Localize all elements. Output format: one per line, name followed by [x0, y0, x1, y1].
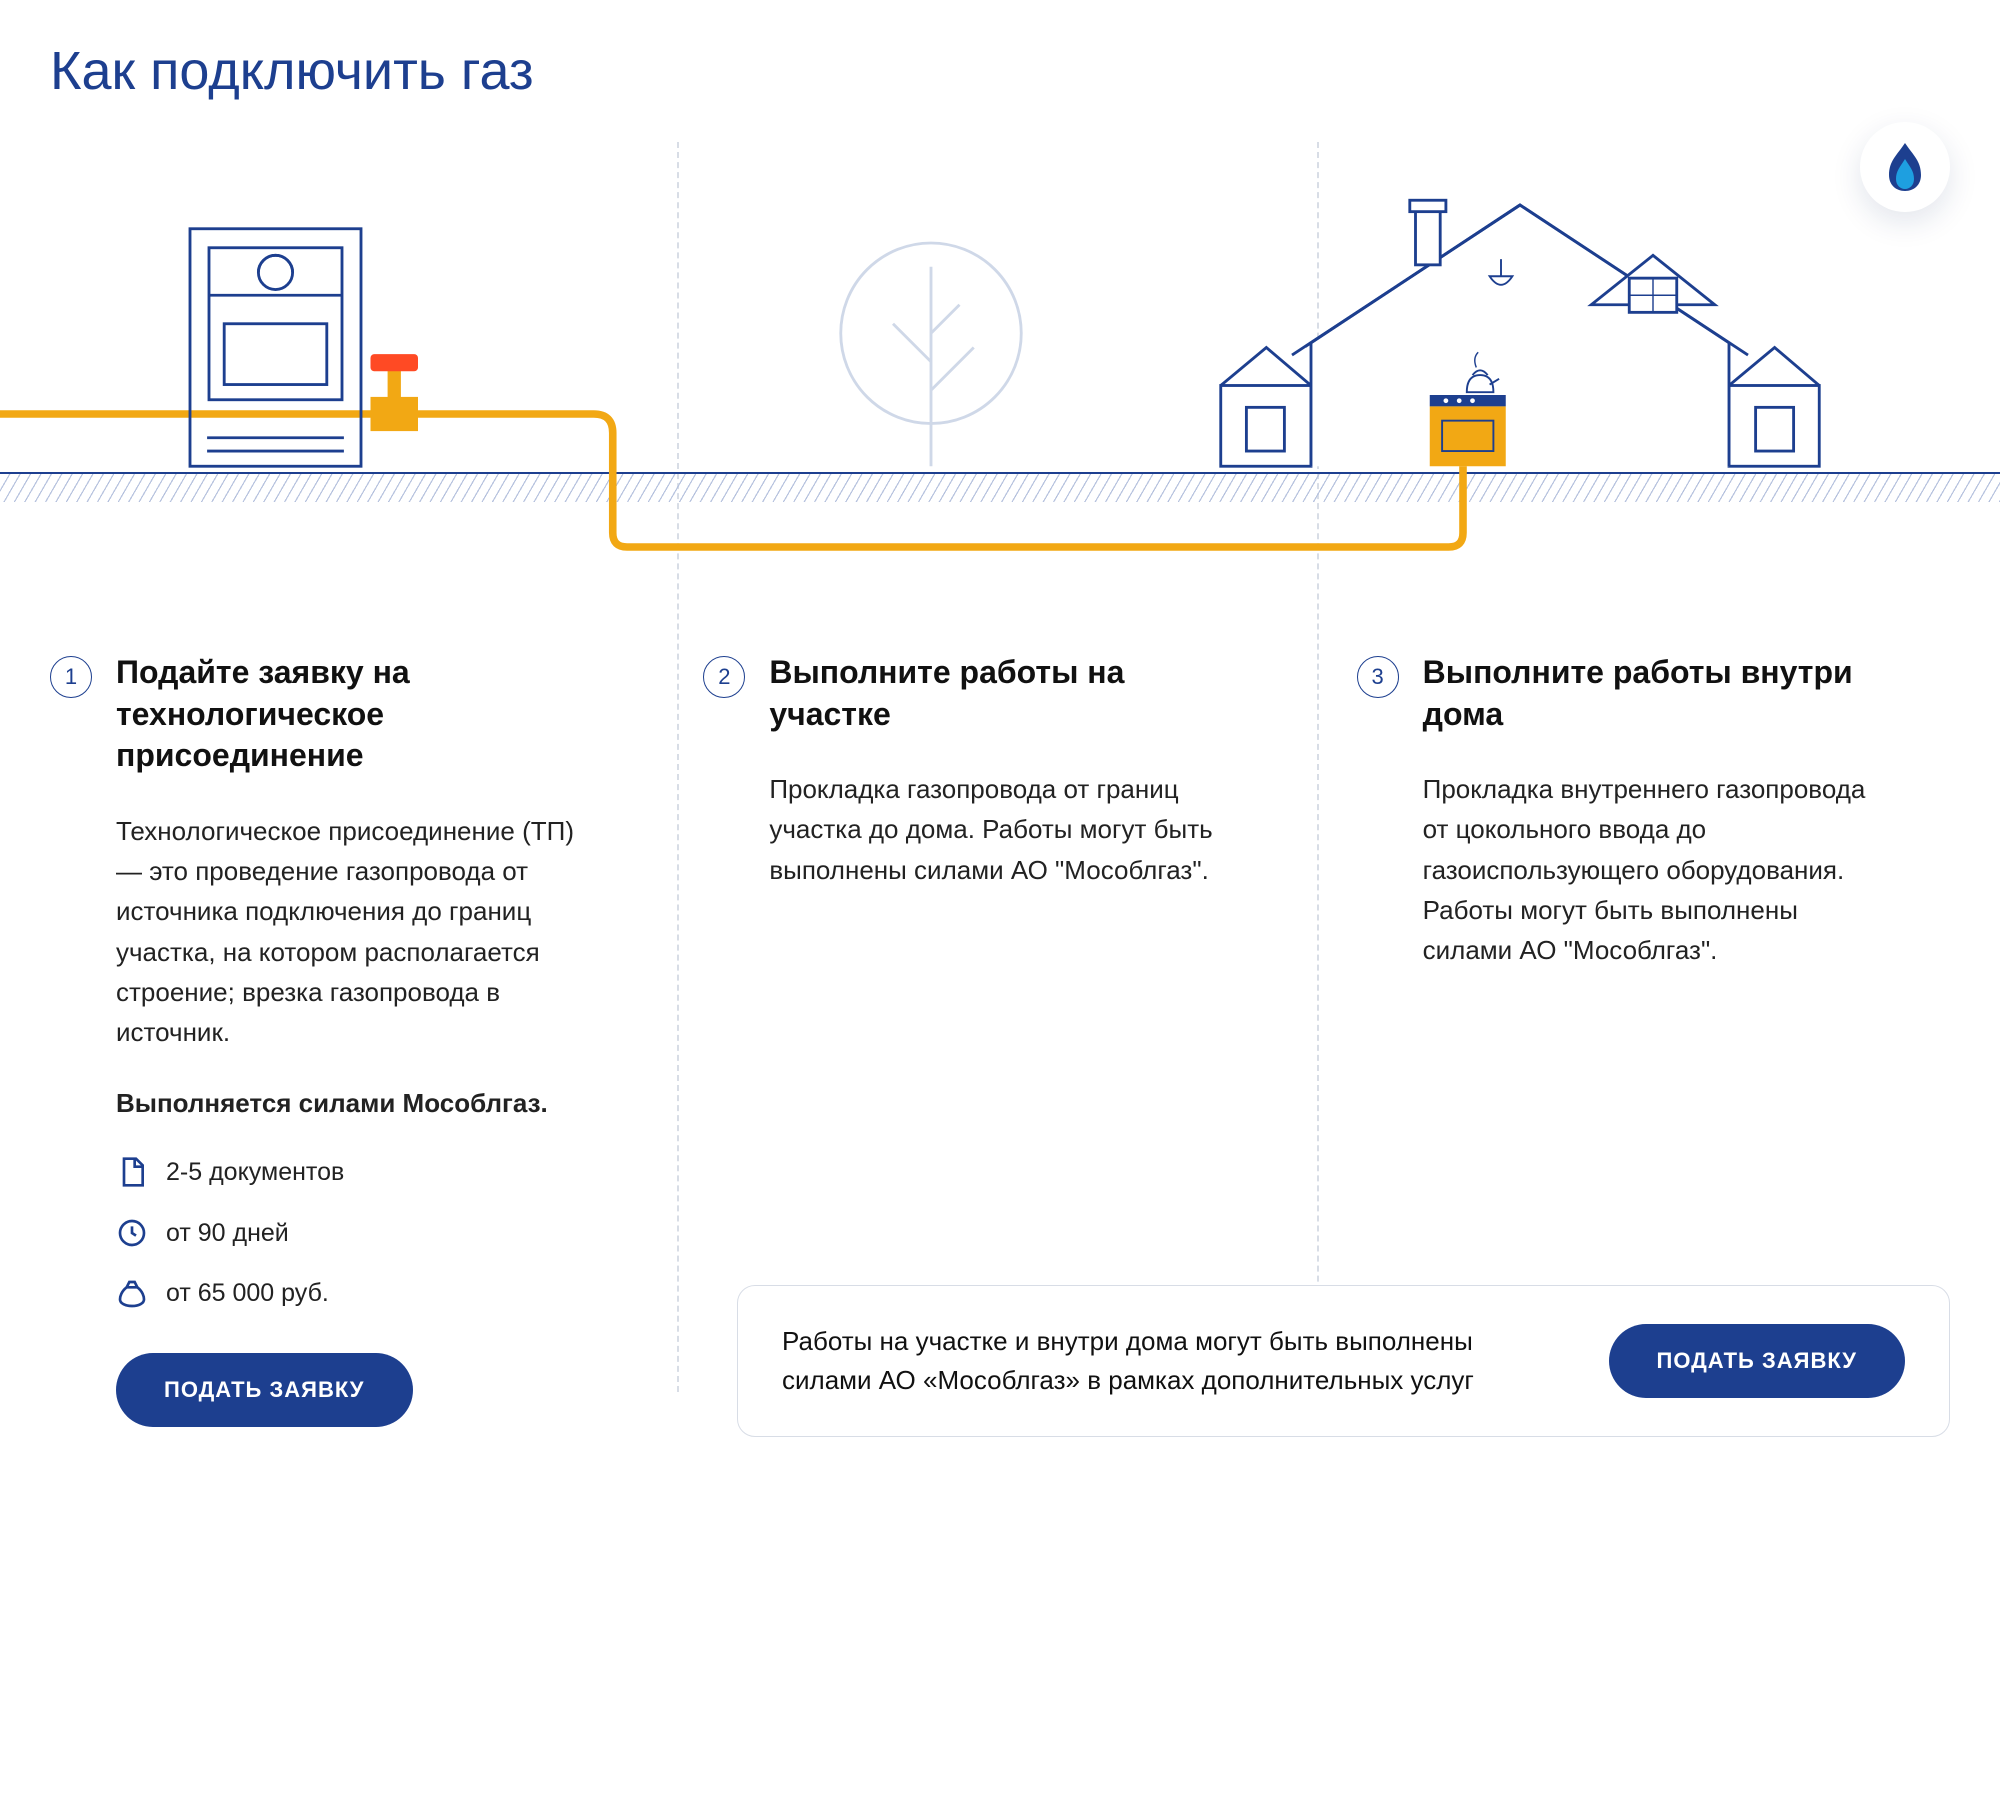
page-title: Как подключить газ	[50, 40, 1950, 102]
flame-fab-button[interactable]	[1860, 122, 1950, 212]
step-3-body: Прокладка внутреннего газопровода от цок…	[1423, 769, 1890, 970]
meta-docs-text: 2-5 документов	[166, 1153, 344, 1192]
house-icon	[1221, 200, 1820, 466]
station-icon	[190, 229, 361, 467]
step-3-number: 3	[1357, 656, 1399, 698]
money-bag-icon	[116, 1278, 148, 1310]
combined-cta-box: Работы на участке и внутри дома могут бы…	[737, 1285, 1950, 1437]
step-3-title: Выполните работы внутри дома	[1423, 652, 1890, 735]
meta-days: от 90 дней	[116, 1214, 583, 1253]
step-1-title: Подайте заявку на технологическое присое…	[116, 652, 583, 777]
tree-icon	[841, 243, 1022, 466]
step-2-title: Выполните работы на участке	[769, 652, 1236, 735]
meta-price: от 65 000 руб.	[116, 1274, 583, 1313]
step-1-submit-button[interactable]: ПОДАТЬ ЗАЯВКУ	[116, 1353, 413, 1427]
step-1-substrong: Выполняется силами Мособлгаз.	[116, 1083, 583, 1123]
meta-docs: 2-5 документов	[116, 1153, 583, 1192]
step-2-number: 2	[703, 656, 745, 698]
flame-icon	[1883, 141, 1927, 193]
meta-price-text: от 65 000 руб.	[166, 1274, 329, 1313]
step-1-body: Технологическое присоединение (ТП) — это…	[116, 811, 583, 1053]
valve-icon	[371, 354, 419, 431]
meta-days-text: от 90 дней	[166, 1214, 289, 1253]
step-1-meta-list: 2-5 документов от 90 дней от 65 000 руб.	[116, 1153, 583, 1313]
step-2-body: Прокладка газопровода от границ участка …	[769, 769, 1236, 890]
clock-icon	[116, 1217, 148, 1249]
combined-cta-text: Работы на участке и внутри дома могут бы…	[782, 1322, 1559, 1400]
diagram-svg	[0, 142, 1900, 572]
combined-submit-button[interactable]: ПОДАТЬ ЗАЯВКУ	[1609, 1324, 1906, 1398]
steps-row: 1 Подайте заявку на технологическое прис…	[50, 602, 1950, 1427]
connection-diagram	[50, 142, 1950, 572]
step-1-number: 1	[50, 656, 92, 698]
step-1: 1 Подайте заявку на технологическое прис…	[50, 602, 643, 1427]
document-icon	[116, 1156, 148, 1188]
